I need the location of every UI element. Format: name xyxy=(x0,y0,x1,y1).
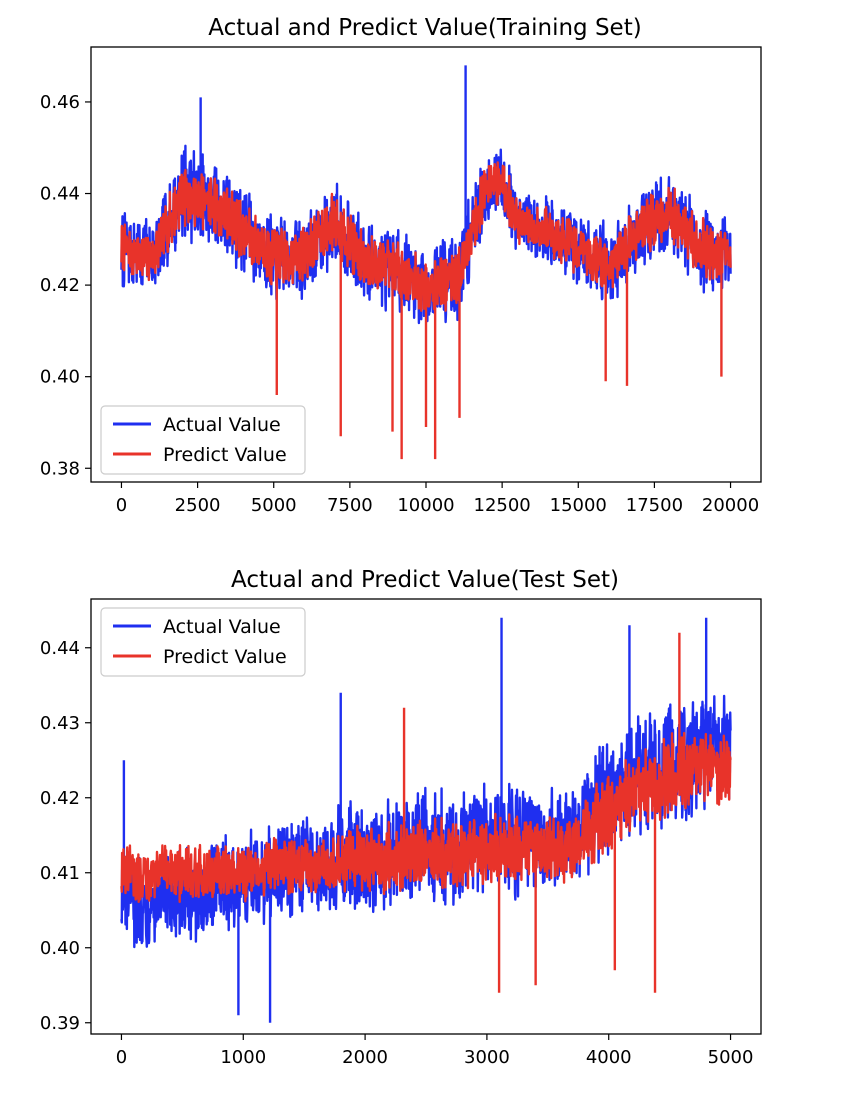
y-tick-label: 0.44 xyxy=(40,184,80,205)
series-lines xyxy=(120,617,732,1023)
test-chart: Actual and Predict Value(Test Set) 0 1000… xyxy=(40,567,762,1068)
x-tick-label: 17500 xyxy=(626,495,683,516)
legend: Actual Value Predict Value xyxy=(100,405,306,475)
y-axis-ticks: 0.39 0.40 0.41 0.42 0.43 0.44 xyxy=(40,638,91,1034)
legend-box xyxy=(100,607,306,677)
y-tick-label: 0.40 xyxy=(40,367,80,388)
series-line-predict-value xyxy=(120,161,732,460)
x-axis-ticks: 0 1000 2000 3000 4000 5000 xyxy=(116,1034,754,1068)
y-tick-label: 0.41 xyxy=(40,863,80,884)
y-tick-label: 0.42 xyxy=(40,275,80,296)
series-line-predict-value xyxy=(120,632,732,993)
legend-box xyxy=(100,405,306,475)
x-tick-label: 5000 xyxy=(708,1047,754,1068)
x-tick-label: 20000 xyxy=(702,495,759,516)
legend-label-actual: Actual Value xyxy=(163,414,281,436)
x-tick-label: 4000 xyxy=(586,1047,632,1068)
x-tick-label: 10000 xyxy=(397,495,454,516)
y-tick-label: 0.43 xyxy=(40,713,80,734)
y-tick-label: 0.39 xyxy=(40,1013,80,1034)
plot-frame xyxy=(90,598,762,1035)
y-axis-ticks: 0.38 0.40 0.42 0.44 0.46 xyxy=(40,92,91,479)
legend-label-predict: Predict Value xyxy=(163,444,287,466)
y-tick-label: 0.46 xyxy=(40,92,80,113)
x-tick-label: 0 xyxy=(116,495,127,516)
x-axis-ticks: 0 2500 5000 7500 10000 12500 15000 17500 20000 xyxy=(116,482,759,516)
x-tick-label: 0 xyxy=(116,1047,127,1068)
y-tick-label: 0.40 xyxy=(40,938,80,959)
legend: Actual Value Predict Value xyxy=(100,607,306,677)
x-tick-label: 7500 xyxy=(327,495,373,516)
x-tick-label: 3000 xyxy=(464,1047,510,1068)
x-tick-label: 2000 xyxy=(342,1047,388,1068)
legend-label-predict: Predict Value xyxy=(163,646,287,668)
series-lines xyxy=(120,65,732,460)
y-tick-label: 0.38 xyxy=(40,458,80,479)
y-tick-label: 0.42 xyxy=(40,788,80,809)
x-tick-label: 12500 xyxy=(474,495,531,516)
x-tick-label: 2500 xyxy=(175,495,221,516)
x-tick-label: 1000 xyxy=(220,1047,266,1068)
legend-label-actual: Actual Value xyxy=(163,616,281,638)
chart-title: Actual and Predict Value(Test Set) xyxy=(231,567,619,593)
x-tick-label: 15000 xyxy=(550,495,607,516)
chart-title: Actual and Predict Value(Training Set) xyxy=(208,15,641,41)
x-tick-label: 5000 xyxy=(251,495,297,516)
training-chart: Actual and Predict Value(Training Set) 0… xyxy=(40,15,762,516)
y-tick-label: 0.44 xyxy=(40,638,80,659)
